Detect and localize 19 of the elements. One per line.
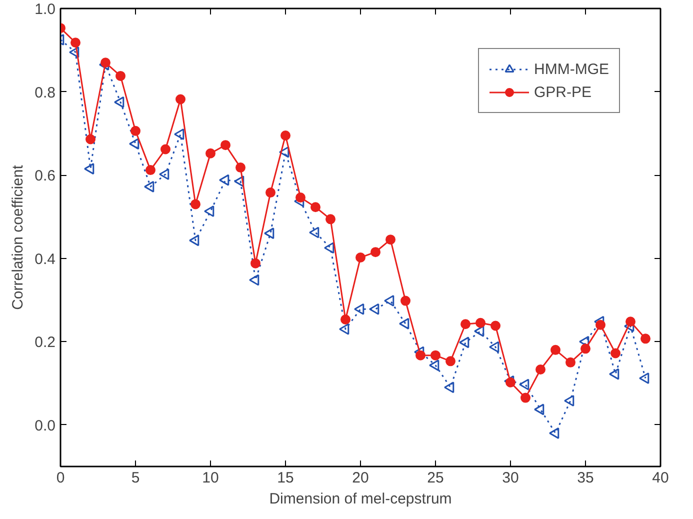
x-tick-label: 30 — [502, 470, 519, 486]
x-tick-label: 35 — [577, 470, 594, 486]
x-tick-label: 0 — [56, 470, 65, 486]
x-tick-label: 5 — [131, 470, 140, 486]
x-tick-label: 20 — [352, 470, 369, 486]
x-axis-title: Dimension of mel-cepstrum — [269, 490, 452, 508]
y-tick-label: 0.8 — [34, 84, 56, 102]
y-tick-label: 0.0 — [34, 417, 56, 434]
x-tick-label: 10 — [202, 470, 219, 486]
legend-label: GPR-PE — [534, 84, 592, 100]
legend-label: HMM-MGE — [534, 60, 609, 78]
y-tick-label: 1.0 — [34, 1, 56, 18]
y-tick-label: 0.4 — [34, 250, 56, 268]
x-tick-label: 25 — [427, 470, 444, 486]
x-tick-label: 15 — [277, 470, 294, 486]
y-tick-label: 0.6 — [34, 168, 56, 185]
y-axis-title: Correlation coefficient — [10, 164, 27, 310]
y-tick-label: 0.2 — [34, 334, 56, 352]
x-tick-label: 40 — [652, 470, 669, 486]
